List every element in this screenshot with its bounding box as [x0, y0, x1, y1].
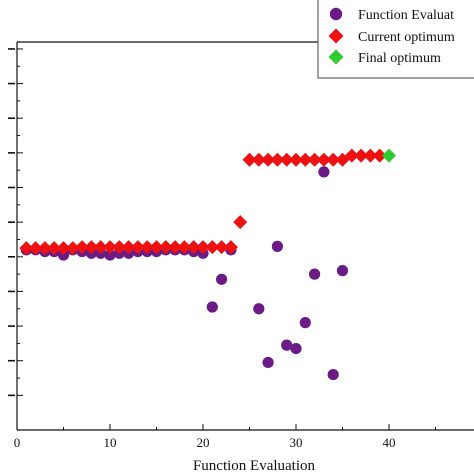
- data-point-current-optimum: [19, 241, 34, 256]
- x-tick-label: 20: [197, 435, 210, 450]
- data-point-evaluation: [253, 303, 265, 315]
- data-point-evaluation: [327, 368, 339, 381]
- data-point-evaluation: [336, 265, 349, 277]
- data-point-evaluation: [309, 268, 321, 280]
- legend: Function Evaluat Current optimum Final opt…: [317, 0, 474, 79]
- data-point-current-optimum: [75, 240, 90, 255]
- data-point-current-optimum: [298, 152, 313, 167]
- data-marks: [19, 148, 396, 381]
- data-point-current-optimum: [112, 240, 127, 255]
- data-point-final-optimum: [382, 148, 396, 163]
- data-point-current-optimum: [158, 240, 173, 255]
- data-point-current-optimum: [344, 148, 359, 163]
- data-point-current-optimum: [214, 240, 229, 255]
- x-axis-title: Function Evaluation: [193, 458, 316, 474]
- data-point-evaluation: [206, 301, 218, 313]
- data-point-evaluation: [262, 356, 274, 369]
- data-point-current-optimum: [65, 241, 80, 256]
- data-point-current-optimum: [130, 240, 145, 255]
- data-point-current-optimum: [372, 148, 387, 163]
- data-point-evaluation: [104, 249, 116, 261]
- legend-marker-circle: [329, 7, 343, 21]
- data-point-current-optimum: [168, 240, 183, 255]
- data-point-current-optimum: [279, 152, 294, 167]
- data-point-evaluation: [216, 273, 228, 285]
- data-point-current-optimum: [251, 152, 266, 167]
- data-point-evaluation: [299, 317, 311, 329]
- data-point-current-optimum: [37, 241, 52, 256]
- data-point-current-optimum: [186, 240, 201, 255]
- legend-marker-diamond: [328, 28, 344, 44]
- data-point-current-optimum: [93, 240, 108, 255]
- data-point-evaluation: [281, 339, 293, 351]
- x-tick-label: 0: [14, 435, 21, 450]
- data-point-current-optimum: [28, 241, 43, 256]
- data-point-current-optimum: [84, 240, 99, 255]
- legend-marker-diamond: [328, 49, 344, 65]
- data-point-current-optimum: [223, 240, 238, 255]
- x-tick-label: 40: [383, 435, 396, 450]
- data-point-current-optimum: [363, 148, 378, 163]
- data-point-current-optimum: [121, 240, 136, 255]
- legend-label: Final optimum: [358, 51, 441, 66]
- data-point-current-optimum: [177, 240, 192, 255]
- data-point-current-optimum: [261, 152, 276, 167]
- data-point-current-optimum: [47, 241, 62, 256]
- data-point-current-optimum: [56, 241, 71, 256]
- data-point-current-optimum: [326, 152, 341, 167]
- data-point-current-optimum: [307, 152, 322, 167]
- data-point-current-optimum: [354, 148, 369, 163]
- data-point-evaluation: [290, 342, 302, 355]
- data-point-current-optimum: [233, 215, 248, 230]
- legend-box: [317, 0, 474, 79]
- data-point-current-optimum: [149, 240, 164, 255]
- data-point-current-optimum: [242, 152, 257, 167]
- data-point-evaluation: [318, 166, 330, 178]
- x-tick-label: 30: [290, 435, 303, 450]
- data-point-evaluation: [271, 240, 283, 252]
- data-point-current-optimum: [289, 152, 303, 167]
- data-point-current-optimum: [140, 240, 155, 255]
- data-point-current-optimum: [196, 240, 210, 255]
- data-point-current-optimum: [270, 152, 285, 167]
- data-point-current-optimum: [316, 152, 331, 167]
- data-point-current-optimum: [103, 240, 117, 255]
- x-tick-label: 10: [104, 435, 117, 450]
- axes: 0 10 20 30 40: [8, 41, 474, 450]
- data-point-current-optimum: [205, 240, 220, 255]
- legend-label: Current optimum: [358, 30, 455, 45]
- legend-label: Function Evaluat: [358, 8, 454, 23]
